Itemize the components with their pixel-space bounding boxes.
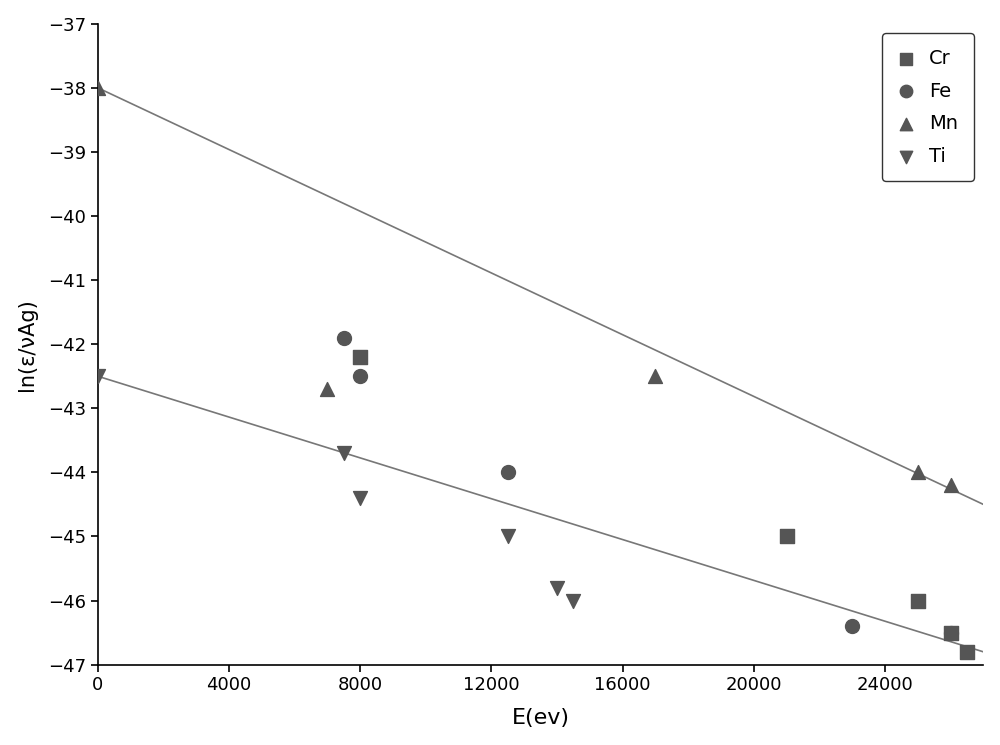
Ti <box>500 530 516 542</box>
Y-axis label: ln(ε/νAg): ln(ε/νAg) <box>17 298 37 390</box>
Mn <box>910 466 926 478</box>
Mn <box>943 479 959 491</box>
Ti <box>549 582 565 594</box>
Ti <box>352 492 368 504</box>
X-axis label: E(ev): E(ev) <box>512 708 570 729</box>
Mn <box>319 383 335 395</box>
Ti <box>336 447 352 459</box>
Cr <box>352 351 368 363</box>
Cr <box>959 646 975 658</box>
Fe <box>500 466 516 478</box>
Cr <box>943 627 959 638</box>
Fe <box>943 627 959 638</box>
Cr <box>910 595 926 606</box>
Mn <box>647 370 663 382</box>
Mn <box>90 82 106 94</box>
Ti <box>565 595 581 606</box>
Legend: Cr, Fe, Mn, Ti: Cr, Fe, Mn, Ti <box>882 34 974 181</box>
Fe <box>336 332 352 343</box>
Fe <box>844 621 860 633</box>
Fe <box>352 370 368 382</box>
Ti <box>90 370 106 382</box>
Cr <box>779 530 795 542</box>
